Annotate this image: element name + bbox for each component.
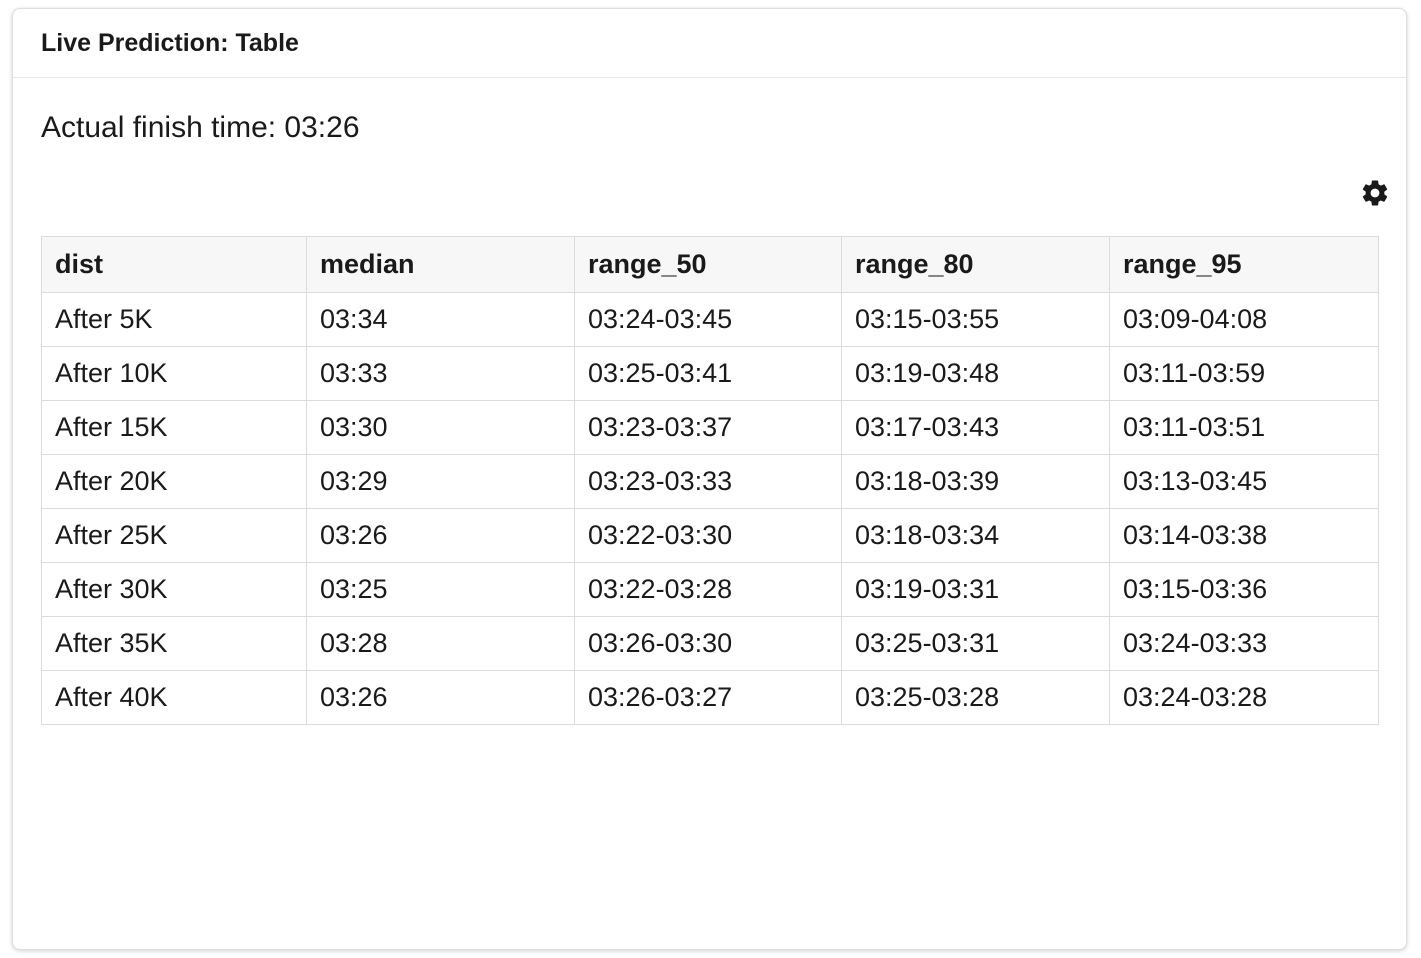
settings-button[interactable] (1358, 178, 1392, 212)
cell-range-95: 03:24-03:33 (1109, 616, 1379, 671)
prediction-card: Live Prediction: Table Actual finish tim… (12, 8, 1407, 950)
cell-median: 03:26 (306, 508, 575, 563)
table-row: After 20K 03:29 03:23-03:33 03:18-03:39 … (41, 454, 1379, 509)
cell-dist: After 40K (41, 670, 307, 725)
cell-range-95: 03:11-03:59 (1109, 346, 1379, 401)
table-row: After 40K 03:26 03:26-03:27 03:25-03:28 … (41, 670, 1379, 725)
cell-range-95: 03:13-03:45 (1109, 454, 1379, 509)
cell-range-80: 03:15-03:55 (841, 292, 1110, 347)
column-header-dist[interactable]: dist (41, 236, 307, 293)
cell-range-80: 03:18-03:39 (841, 454, 1110, 509)
cell-median: 03:33 (306, 346, 575, 401)
cell-range-50: 03:22-03:30 (574, 508, 842, 563)
column-header-median[interactable]: median (306, 236, 575, 293)
cell-range-50: 03:26-03:30 (574, 616, 842, 671)
cell-median: 03:29 (306, 454, 575, 509)
actual-finish-time: Actual finish time: 03:26 (41, 111, 360, 144)
cell-dist: After 35K (41, 616, 307, 671)
gear-icon (1360, 178, 1390, 213)
cell-dist: After 5K (41, 292, 307, 347)
cell-dist: After 30K (41, 562, 307, 617)
table-row: After 10K 03:33 03:25-03:41 03:19-03:48 … (41, 346, 1379, 401)
cell-range-80: 03:17-03:43 (841, 400, 1110, 455)
cell-range-50: 03:23-03:37 (574, 400, 842, 455)
cell-dist: After 15K (41, 400, 307, 455)
prediction-table: dist median range_50 range_80 range_95 A… (41, 236, 1379, 725)
table-row: After 25K 03:26 03:22-03:30 03:18-03:34 … (41, 508, 1379, 563)
cell-range-50: 03:24-03:45 (574, 292, 842, 347)
cell-range-95: 03:15-03:36 (1109, 562, 1379, 617)
cell-median: 03:34 (306, 292, 575, 347)
cell-dist: After 10K (41, 346, 307, 401)
table-row: After 15K 03:30 03:23-03:37 03:17-03:43 … (41, 400, 1379, 455)
cell-median: 03:25 (306, 562, 575, 617)
card-title: Live Prediction: Table (41, 28, 299, 57)
cell-range-80: 03:25-03:31 (841, 616, 1110, 671)
card-header: Live Prediction: Table (13, 9, 1406, 78)
cell-range-50: 03:23-03:33 (574, 454, 842, 509)
cell-range-95: 03:24-03:28 (1109, 670, 1379, 725)
cell-range-95: 03:14-03:38 (1109, 508, 1379, 563)
table-row: After 5K 03:34 03:24-03:45 03:15-03:55 0… (41, 292, 1379, 347)
cell-range-50: 03:22-03:28 (574, 562, 842, 617)
table-row: After 35K 03:28 03:26-03:30 03:25-03:31 … (41, 616, 1379, 671)
table-row: After 30K 03:25 03:22-03:28 03:19-03:31 … (41, 562, 1379, 617)
prediction-table-wrap: dist median range_50 range_80 range_95 A… (41, 236, 1379, 725)
cell-range-95: 03:11-03:51 (1109, 400, 1379, 455)
cell-median: 03:28 (306, 616, 575, 671)
cell-range-80: 03:19-03:48 (841, 346, 1110, 401)
cell-range-80: 03:18-03:34 (841, 508, 1110, 563)
cell-median: 03:26 (306, 670, 575, 725)
cell-median: 03:30 (306, 400, 575, 455)
cell-range-50: 03:25-03:41 (574, 346, 842, 401)
column-header-range-95[interactable]: range_95 (1109, 236, 1379, 293)
cell-range-80: 03:19-03:31 (841, 562, 1110, 617)
column-header-range-80[interactable]: range_80 (841, 236, 1110, 293)
cell-dist: After 20K (41, 454, 307, 509)
cell-range-80: 03:25-03:28 (841, 670, 1110, 725)
table-header-row: dist median range_50 range_80 range_95 (41, 236, 1379, 293)
cell-dist: After 25K (41, 508, 307, 563)
cell-range-95: 03:09-04:08 (1109, 292, 1379, 347)
cell-range-50: 03:26-03:27 (574, 670, 842, 725)
column-header-range-50[interactable]: range_50 (574, 236, 842, 293)
